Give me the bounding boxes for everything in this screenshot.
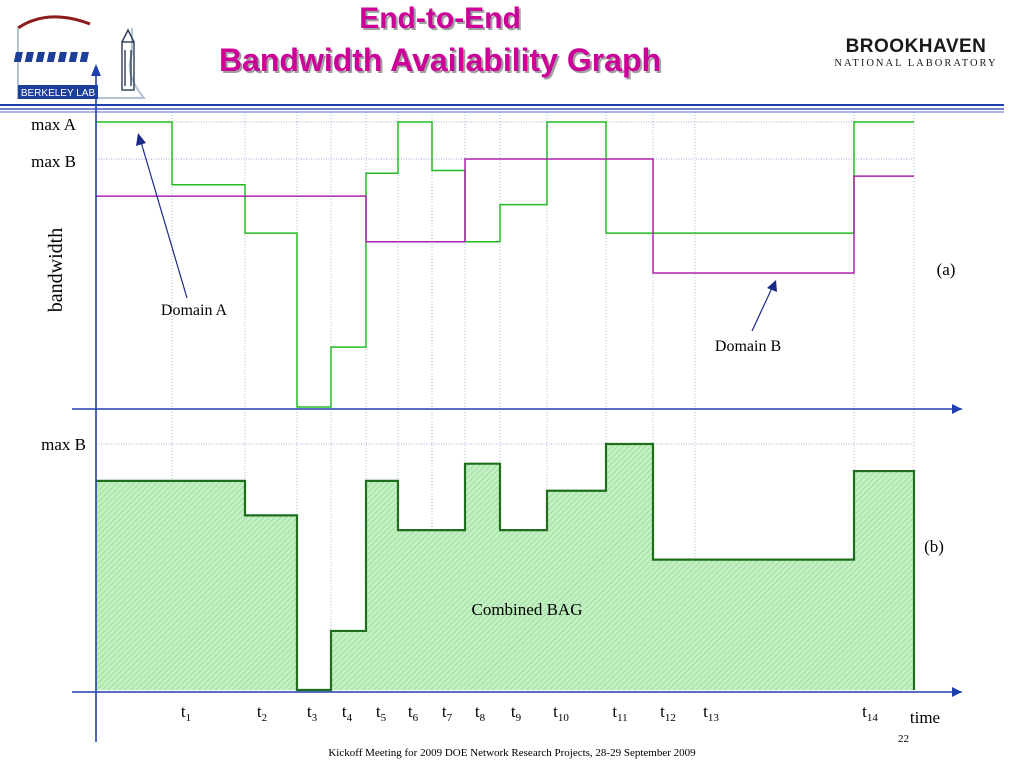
time-tick-t4: t4 xyxy=(342,702,353,724)
series-label-domain-a: Domain A xyxy=(161,302,228,319)
brookhaven-logo-sub: NATIONAL LABORATORY xyxy=(834,58,998,69)
time-tick-t8: t8 xyxy=(475,702,486,724)
time-tick-t1: t1 xyxy=(181,702,191,724)
brookhaven-logo: BROOKHAVEN NATIONAL LABORATORY xyxy=(826,36,1006,69)
time-tick-t6: t6 xyxy=(408,702,419,724)
time-tick-t13: t13 xyxy=(703,702,719,724)
time-tick-t14: t14 xyxy=(862,702,878,724)
slide-title-line1: End-to-End xyxy=(359,2,521,35)
panel-a-ytick-label-0: max A xyxy=(31,115,77,134)
slide-title-line2: Bandwidth Availability Graph xyxy=(218,42,662,78)
time-tick-t2: t2 xyxy=(257,702,267,724)
panel-b-x-axis-arrowhead xyxy=(952,687,962,697)
domain-a-pointer-head xyxy=(136,133,146,146)
combined-bag-fill xyxy=(96,444,914,690)
domain-lines xyxy=(96,121,914,408)
x-axis-label: time xyxy=(910,708,940,727)
series-line-domain-b xyxy=(96,158,914,274)
page-number: 22 xyxy=(898,733,909,745)
panel-b-label: (b) xyxy=(924,537,944,556)
domain-b-pointer-head xyxy=(767,280,777,292)
chart-labels: max A max B max B bandwidth (a) (b) time Domain… xyxy=(31,115,955,727)
panel-a-label: (a) xyxy=(937,260,956,279)
panel-a-ytick-label-1: max B xyxy=(31,152,76,171)
berkeley-lab-logo: BERKELEY LAB xyxy=(14,15,147,99)
domain-b-pointer xyxy=(751,287,773,332)
y-axis-label: bandwidth xyxy=(45,228,67,312)
combined-bag-area xyxy=(96,442,916,692)
y-axis-arrowhead xyxy=(91,64,101,76)
time-tick-t10: t10 xyxy=(553,702,569,724)
series-label-domain-b: Domain B xyxy=(715,338,781,355)
footer-text: Kickoff Meeting for 2009 DOE Network Res… xyxy=(328,747,696,759)
time-tick-t11: t11 xyxy=(612,702,627,724)
series-label-combined-bag: Combined BAG xyxy=(472,600,583,619)
time-tick-t7: t7 xyxy=(442,702,453,724)
panel-a-x-axis-arrowhead xyxy=(952,404,962,414)
combined-bag-outline xyxy=(96,442,916,692)
time-tick-t3: t3 xyxy=(307,702,318,724)
time-tick-t12: t12 xyxy=(660,702,676,724)
brookhaven-logo-main: BROOKHAVEN xyxy=(845,36,987,57)
panel-b-ytick-label-0: max B xyxy=(41,435,86,454)
berkeley-lab-logo-text: BERKELEY LAB xyxy=(21,88,96,99)
time-tick-t5: t5 xyxy=(376,702,387,724)
domain-a-pointer xyxy=(140,141,188,299)
series-line-domain-a xyxy=(96,121,914,408)
chart-axes xyxy=(72,64,962,742)
time-tick-t9: t9 xyxy=(511,702,522,724)
